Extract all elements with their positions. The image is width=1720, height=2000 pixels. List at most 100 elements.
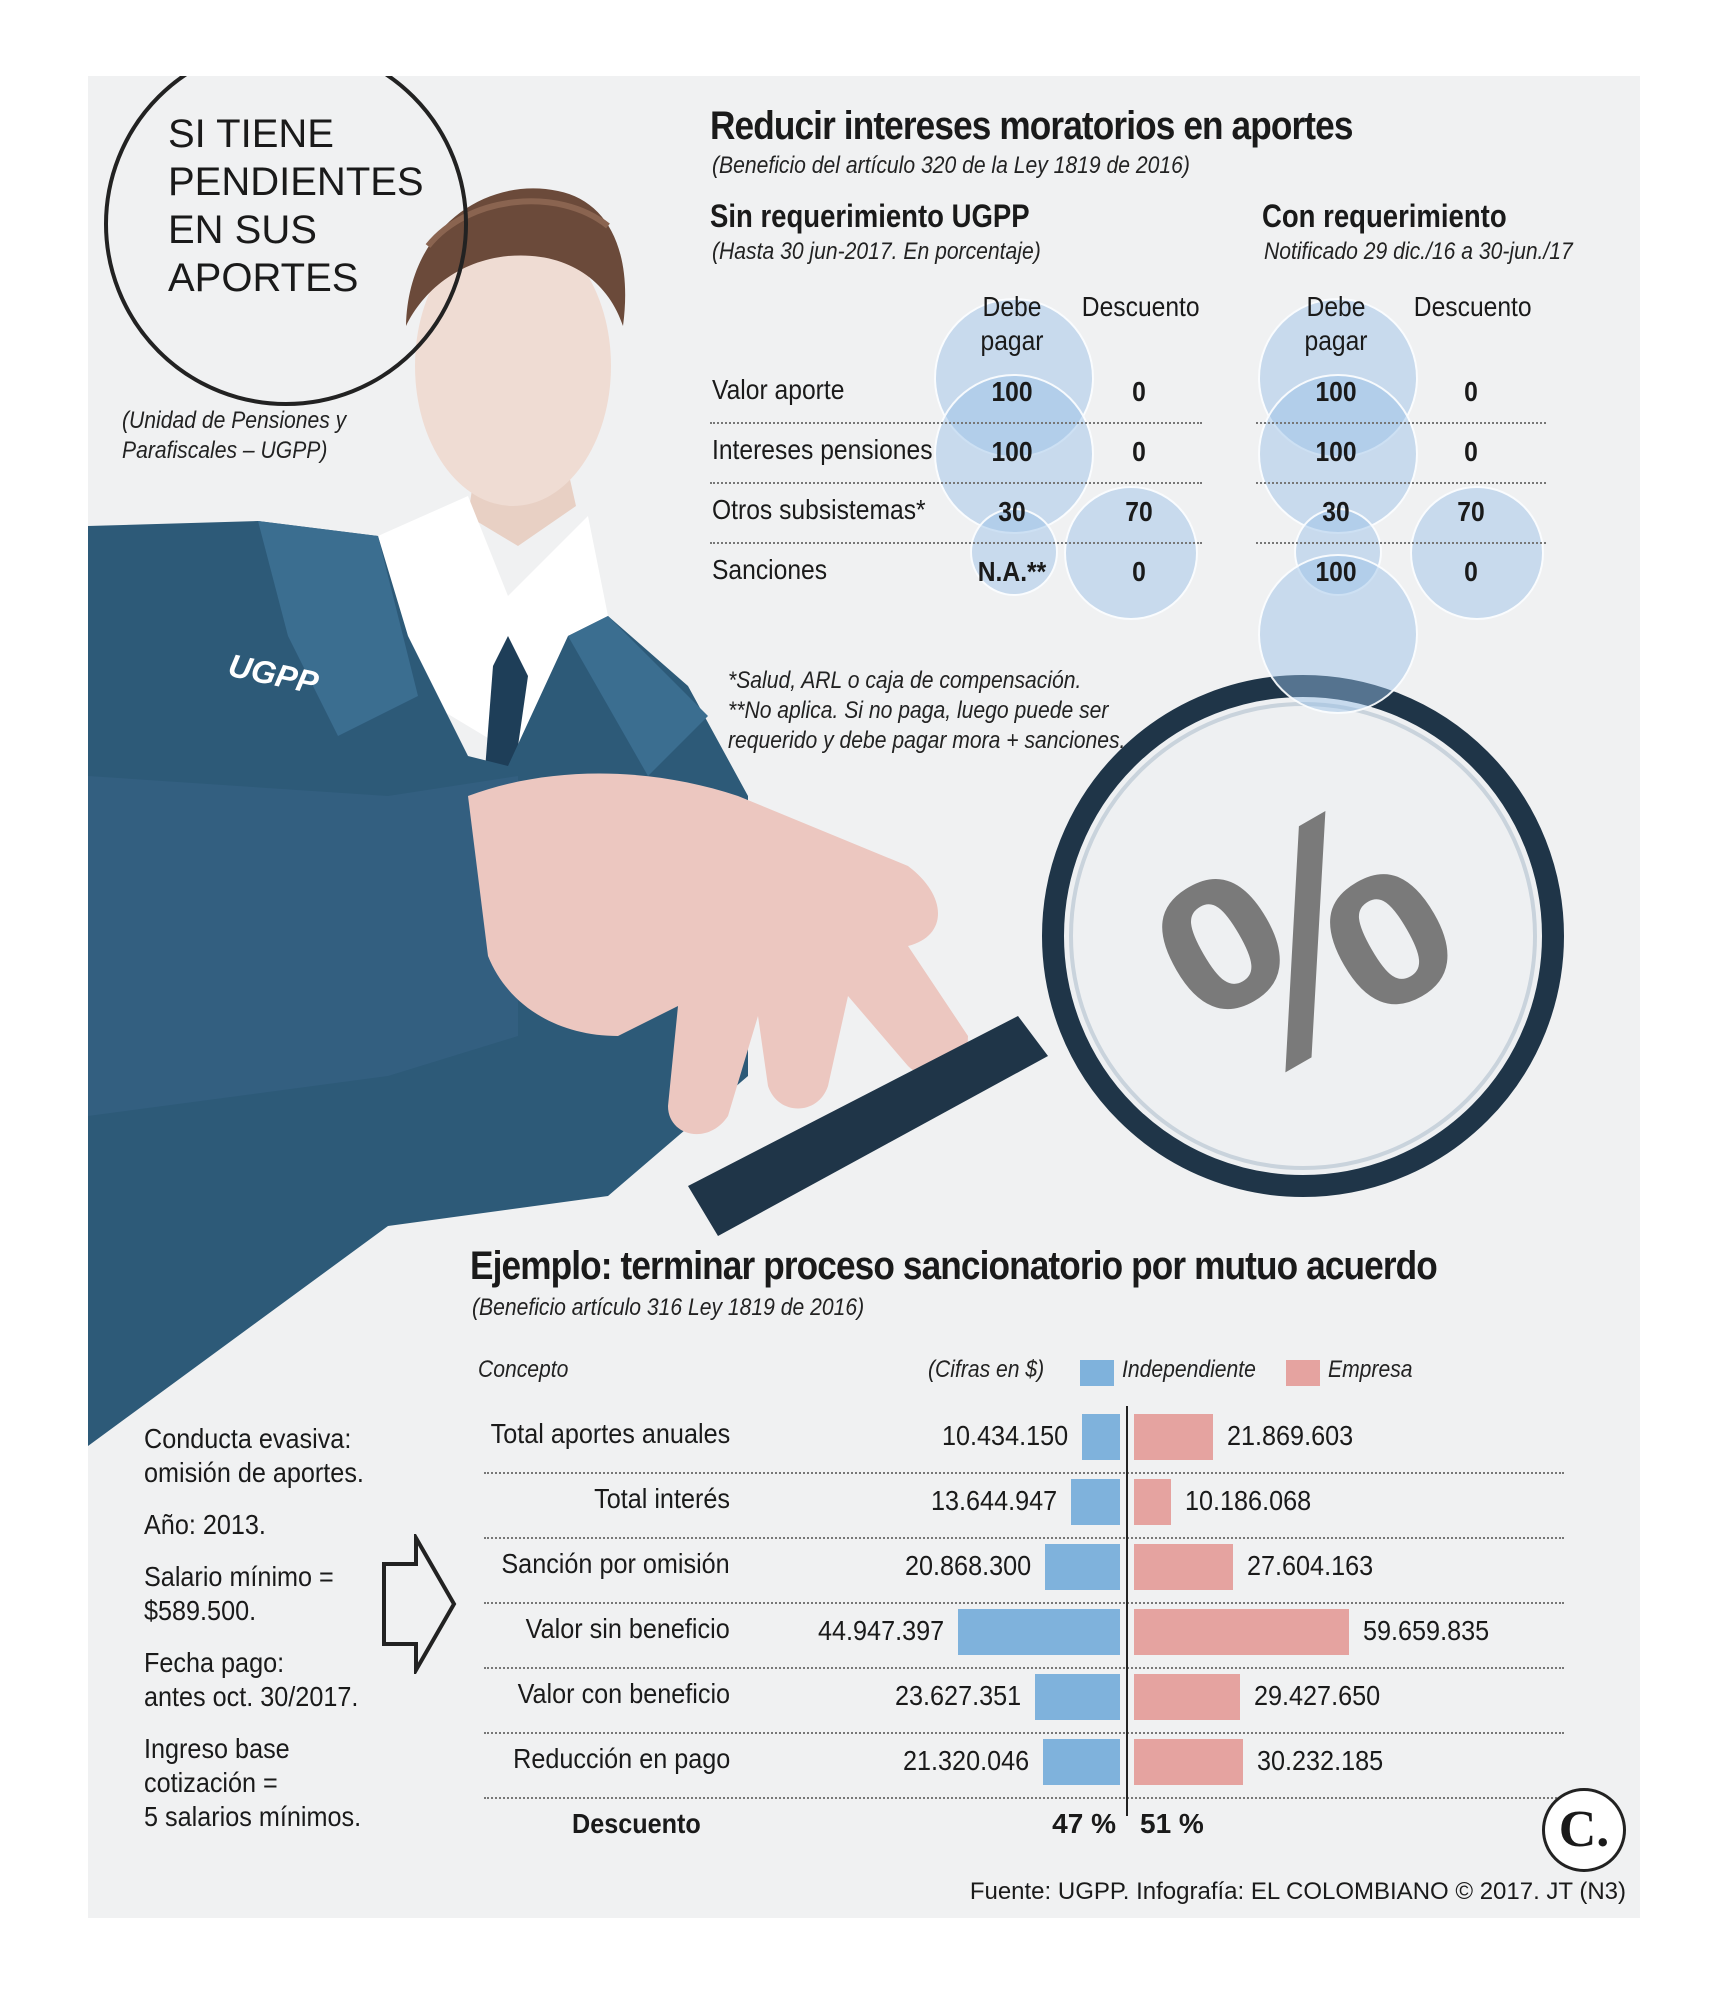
category-label: Sanción por omisión bbox=[501, 1548, 730, 1579]
units-note: (Cifras en $) bbox=[928, 1356, 1045, 1383]
col-header-line: Debe bbox=[1306, 291, 1366, 322]
bar-empresa bbox=[1134, 1739, 1243, 1785]
value-label-empresa: 59.659.835 bbox=[1363, 1615, 1490, 1646]
right-descuento-value: 0 bbox=[1464, 556, 1478, 587]
value-label-independiente: 20.868.300 bbox=[904, 1550, 1031, 1581]
row-divider bbox=[484, 1472, 1564, 1474]
left-debe-value: 100 bbox=[991, 436, 1033, 467]
top-subtitle: (Beneficio del artículo 320 de la Ley 18… bbox=[712, 152, 1190, 179]
bubble-right-debe-r4 bbox=[1258, 554, 1418, 714]
bar-independiente bbox=[1043, 1739, 1120, 1785]
top-footnotes: *Salud, ARL o caja de compensación. **No… bbox=[728, 666, 1125, 756]
left-debe-value: N.A.** bbox=[977, 556, 1047, 587]
magnifier-handle bbox=[688, 1016, 1048, 1236]
concept-header: Concepto bbox=[478, 1356, 569, 1383]
left-descuento-value: 0 bbox=[1132, 556, 1146, 587]
top-title: Reducir intereses moratorios en aportes bbox=[710, 104, 1353, 148]
row-label: Sanciones bbox=[712, 554, 828, 585]
row-divider bbox=[484, 1732, 1564, 1734]
value-label-empresa: 10.186.068 bbox=[1185, 1485, 1312, 1516]
side-info-line: Año: 2013. bbox=[144, 1509, 266, 1540]
row-divider bbox=[710, 482, 1202, 484]
row-label: Valor aporte bbox=[712, 374, 845, 405]
discount-independiente: 47 % bbox=[1052, 1808, 1116, 1839]
left-debe-value: 100 bbox=[991, 376, 1033, 407]
left-descuento-value: 0 bbox=[1132, 376, 1146, 407]
intro-circle bbox=[104, 76, 468, 406]
row-divider bbox=[484, 1602, 1564, 1604]
value-label-independiente: 23.627.351 bbox=[894, 1680, 1021, 1711]
businessman-illustration bbox=[88, 188, 1564, 1446]
bar-empresa bbox=[1134, 1544, 1233, 1590]
category-label: Total aportes anuales bbox=[490, 1418, 730, 1449]
intro-line: PENDIENTES bbox=[168, 160, 424, 204]
col-header-line: pagar bbox=[1304, 325, 1368, 356]
row-divider bbox=[710, 542, 1202, 544]
row-divider bbox=[484, 1537, 1564, 1539]
bar-independiente bbox=[1045, 1544, 1120, 1590]
bubble-left-desc-r3 bbox=[1064, 486, 1198, 620]
left-col-debe: Debe pagar bbox=[968, 290, 1056, 358]
left-descuento-value: 70 bbox=[1125, 496, 1153, 527]
right-debe-value: 30 bbox=[1322, 496, 1350, 527]
side-info: Conducta evasiva: omisión de aportes. Añ… bbox=[144, 1422, 388, 1834]
row-divider bbox=[484, 1797, 1564, 1799]
value-label-independiente: 13.644.947 bbox=[930, 1485, 1057, 1516]
side-info-line: antes oct. 30/2017. bbox=[144, 1681, 359, 1712]
side-info-block: Conducta evasiva: omisión de aportes. bbox=[144, 1422, 364, 1490]
right-descuento-value: 0 bbox=[1464, 436, 1478, 467]
side-info-block: Salario mínimo = $589.500. bbox=[144, 1560, 364, 1628]
side-info-line: Conducta evasiva: bbox=[144, 1423, 352, 1454]
entity-note-line: (Unidad de Pensiones y bbox=[122, 407, 347, 434]
row-label: Intereses pensiones bbox=[712, 434, 933, 465]
side-info-line: Fecha pago: bbox=[144, 1647, 285, 1678]
entity-note-line: Parafiscales – UGPP) bbox=[122, 437, 328, 464]
face-shape bbox=[415, 226, 611, 506]
bubble-right-desc-r3 bbox=[1410, 486, 1544, 620]
intro-line: APORTES bbox=[168, 256, 359, 300]
bottom-subtitle: (Beneficio artículo 316 Ley 1819 de 2016… bbox=[472, 1294, 865, 1321]
suit-arm bbox=[88, 776, 518, 1116]
intro-text: SI TIENE PENDIENTES EN SUS APORTES bbox=[168, 110, 424, 302]
entity-note: (Unidad de Pensiones y Parafiscales – UG… bbox=[122, 406, 346, 466]
value-label-independiente: 44.947.397 bbox=[817, 1615, 944, 1646]
value-label-empresa: 30.232.185 bbox=[1257, 1745, 1384, 1776]
category-label: Valor con beneficio bbox=[517, 1678, 730, 1709]
legend-swatch-independiente bbox=[1080, 1360, 1114, 1386]
row-divider bbox=[710, 422, 1202, 424]
footnote-line: **No aplica. Si no paga, luego puede ser bbox=[728, 697, 1109, 724]
row-divider bbox=[1256, 542, 1546, 544]
value-label-empresa: 29.427.650 bbox=[1254, 1680, 1381, 1711]
value-label-empresa: 27.604.163 bbox=[1247, 1550, 1374, 1581]
side-info-line: $589.500. bbox=[144, 1595, 257, 1626]
right-descuento-value: 70 bbox=[1457, 496, 1485, 527]
left-descuento-value: 0 bbox=[1132, 436, 1146, 467]
right-subheading: Notificado 29 dic./16 a 30-jun./17 bbox=[1264, 238, 1573, 265]
value-label-independiente: 10.434.150 bbox=[941, 1420, 1068, 1451]
side-info-line: 5 salarios mínimos. bbox=[144, 1801, 362, 1832]
bottom-title: Ejemplo: terminar proceso sancionatorio … bbox=[470, 1244, 1438, 1288]
left-heading: Sin requerimiento UGPP bbox=[710, 198, 1030, 234]
right-descuento-value: 0 bbox=[1464, 376, 1478, 407]
discount-label: Descuento bbox=[572, 1808, 701, 1839]
side-info-block: Año: 2013. bbox=[144, 1508, 364, 1542]
row-divider bbox=[484, 1667, 1564, 1669]
side-info-line: cotización = bbox=[144, 1767, 278, 1798]
col-header-line: pagar bbox=[980, 325, 1044, 356]
bar-empresa bbox=[1134, 1674, 1240, 1720]
bar-empresa bbox=[1134, 1609, 1349, 1655]
right-col-debe: Debe pagar bbox=[1292, 290, 1380, 358]
side-info-block: Fecha pago: antes oct. 30/2017. bbox=[144, 1646, 364, 1714]
bar-empresa bbox=[1134, 1414, 1213, 1460]
footer-credit: Fuente: UGPP. Infografía: EL COLOMBIANO … bbox=[969, 1878, 1626, 1905]
bar-independiente bbox=[1071, 1479, 1120, 1525]
logo-badge bbox=[1542, 1788, 1626, 1872]
legend-label-independiente: Independiente bbox=[1122, 1356, 1256, 1383]
right-debe-value: 100 bbox=[1315, 556, 1357, 587]
bar-independiente bbox=[958, 1609, 1120, 1655]
row-divider bbox=[1256, 422, 1546, 424]
row-divider bbox=[1256, 482, 1546, 484]
left-col-descuento: Descuento bbox=[1081, 291, 1200, 322]
hand bbox=[468, 773, 968, 1135]
bar-independiente bbox=[1035, 1674, 1120, 1720]
